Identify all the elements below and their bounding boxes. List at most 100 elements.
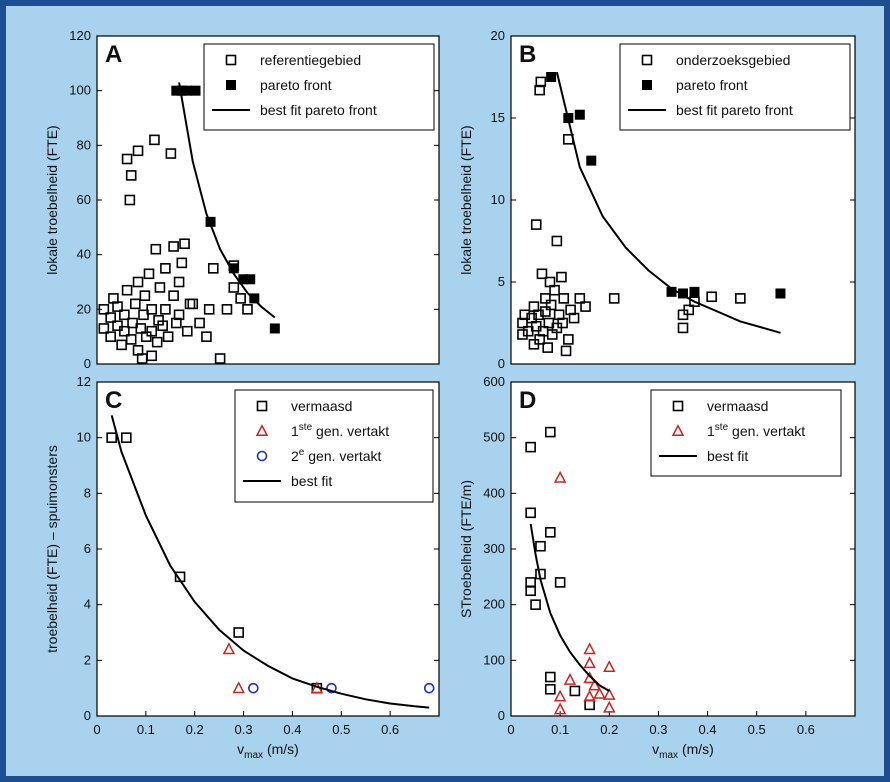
data-point	[203, 304, 215, 315]
data-point	[677, 322, 689, 334]
data-point	[232, 681, 245, 694]
y-tick-label: 300	[483, 541, 505, 556]
data-point	[545, 683, 556, 695]
series-referentiegebied	[98, 134, 253, 364]
legend-label: best fit	[291, 473, 332, 489]
data-point	[233, 627, 244, 638]
data-point	[533, 309, 544, 321]
data-point	[545, 671, 556, 683]
data-point	[608, 293, 620, 304]
legend-label: 2e gen. vertakt	[291, 447, 382, 464]
legend-marker	[256, 450, 268, 462]
legend-label: onderzoeksgebied	[676, 52, 790, 68]
y-tick-label: 2	[84, 652, 91, 667]
legend-label: pareto front	[260, 77, 332, 93]
data-point	[583, 689, 596, 702]
data-point	[151, 336, 163, 348]
data-point	[121, 432, 132, 443]
data-point	[228, 282, 240, 293]
y-tick-label: 600	[483, 374, 505, 389]
y-tick-label: 5	[498, 274, 505, 289]
legend-label: best fit pareto front	[676, 102, 793, 118]
data-point	[132, 276, 144, 288]
data-point	[139, 290, 151, 301]
fit-line	[178, 82, 276, 319]
data-point	[190, 85, 201, 96]
data-point	[201, 331, 212, 342]
data-point	[242, 304, 253, 315]
data-point	[214, 353, 226, 364]
data-point	[168, 290, 179, 301]
data-point	[143, 268, 155, 280]
data-point	[182, 85, 193, 96]
y-tick-label: 8	[84, 485, 91, 500]
x-tick-label: 0.6	[797, 722, 815, 737]
data-point	[603, 687, 616, 700]
series-best-fit-pareto-front	[555, 71, 781, 334]
legend-marker	[642, 80, 652, 90]
legend-marker	[256, 400, 268, 412]
data-point	[146, 325, 158, 337]
x-tick-label: 0	[507, 722, 514, 737]
data-point	[116, 339, 127, 351]
data-point	[546, 72, 557, 82]
data-point	[603, 700, 616, 713]
data-point	[542, 342, 553, 353]
data-point	[194, 317, 205, 329]
data-point	[583, 642, 596, 655]
legend: referentiegebied pareto front best fit par…	[203, 43, 435, 131]
data-point	[157, 320, 168, 332]
data-point	[173, 309, 185, 321]
data-point	[140, 331, 152, 342]
series-2e-gen-vertakt	[248, 682, 435, 694]
panel-c: 0 2 4 6 8 10 12 0 0.1 0.2 0.3 0.4 0.5 0.6 Ctroebelheid…	[44, 374, 440, 761]
y-tick-label: 200	[483, 597, 505, 612]
data-point	[535, 540, 546, 552]
data-point	[106, 432, 117, 443]
panel-letter: A	[105, 41, 122, 68]
panel-letter: D	[519, 387, 536, 414]
x-tick-label: 0.3	[649, 722, 667, 737]
data-point	[706, 291, 717, 303]
data-point	[121, 153, 133, 165]
data-point	[689, 296, 700, 307]
data-point	[160, 263, 171, 274]
data-point	[593, 686, 606, 699]
data-point	[245, 274, 256, 285]
x-tick-label: 0.2	[186, 722, 204, 737]
data-point	[125, 170, 137, 181]
y-tick-label: 4	[84, 597, 91, 612]
legend-label: 1ste gen. vertakt	[707, 422, 805, 439]
legend-label: best fit	[707, 448, 748, 464]
data-point	[138, 309, 149, 321]
fit-line	[529, 523, 610, 692]
data-point	[540, 293, 551, 304]
data-point	[173, 276, 185, 288]
data-point	[125, 334, 137, 345]
series-onderzoeksgebied	[517, 76, 746, 357]
legend: vermaasd 1ste gen. vertakt best fit	[650, 389, 842, 477]
data-point	[568, 312, 580, 324]
y-tick-label: 12	[77, 374, 91, 389]
y-tick-label: 120	[69, 28, 91, 43]
data-point	[563, 334, 574, 345]
data-point	[574, 293, 586, 304]
data-point	[735, 293, 746, 304]
data-point	[534, 334, 545, 345]
y-tick-label: 6	[84, 541, 91, 556]
axes-frame	[510, 35, 856, 365]
y-axis-label: lokale troebelheid (FTE)	[458, 125, 474, 274]
data-point	[105, 312, 116, 323]
data-point	[222, 642, 236, 655]
data-point	[168, 241, 179, 252]
x-tick-label: 0.4	[699, 722, 717, 737]
legend-box	[234, 389, 434, 503]
y-tick-label: 0	[498, 356, 505, 371]
data-point	[112, 320, 123, 332]
y-tick-label: 0	[84, 356, 91, 371]
legend-box	[203, 43, 435, 131]
data-point	[557, 317, 568, 329]
x-axis-label: vmax (m/s)	[237, 741, 299, 761]
data-point	[556, 271, 567, 283]
data-point	[150, 243, 162, 255]
